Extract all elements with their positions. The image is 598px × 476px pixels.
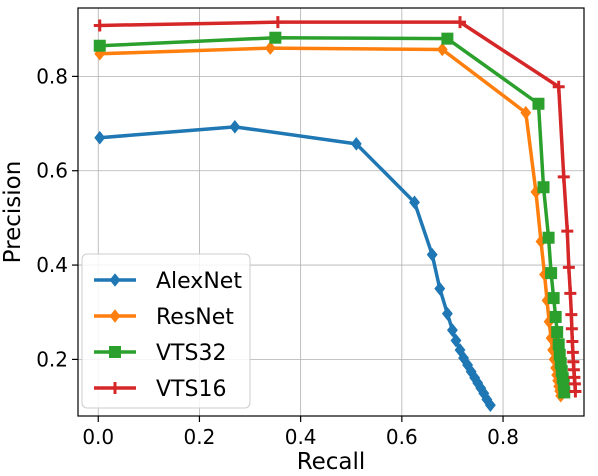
vts16-point bbox=[562, 261, 575, 274]
alexnet-point bbox=[450, 333, 462, 348]
legend-item-resnet: ResNet bbox=[94, 305, 234, 330]
x-tick-label: 0.8 bbox=[487, 425, 519, 449]
x-axis-label: Recall bbox=[297, 449, 366, 475]
vts32-point bbox=[558, 386, 571, 399]
legend-swatch-marker bbox=[109, 273, 121, 287]
legend: AlexNet ResNet VTS32 VTS16 bbox=[81, 253, 251, 409]
legend-box bbox=[81, 253, 251, 409]
alexnet-point bbox=[484, 398, 496, 412]
x-tick-label: 0.0 bbox=[82, 425, 114, 449]
resnet-point bbox=[264, 41, 276, 55]
x-tick-label: 0.2 bbox=[184, 425, 216, 449]
x-tick-label: 0.4 bbox=[285, 425, 317, 449]
vts32-point bbox=[545, 267, 558, 280]
x-tick-label: 0.6 bbox=[386, 425, 418, 449]
alexnet-point bbox=[434, 281, 446, 296]
y-tick-label: 0.6 bbox=[36, 159, 68, 183]
plot-series bbox=[93, 16, 582, 412]
series-alexnet bbox=[94, 120, 496, 412]
resnet-point bbox=[520, 105, 532, 120]
alexnet-point bbox=[426, 247, 438, 262]
legend-swatch-marker bbox=[109, 346, 121, 358]
legend-label: ResNet bbox=[156, 305, 234, 330]
vts16-point bbox=[552, 80, 565, 93]
legend-label: VTS16 bbox=[156, 377, 226, 402]
y-tick-label: 0.4 bbox=[36, 253, 68, 277]
vts16-point bbox=[557, 170, 570, 183]
vts32-point bbox=[542, 231, 555, 244]
legend-label: VTS32 bbox=[156, 341, 226, 366]
y-tick-label: 0.8 bbox=[36, 64, 68, 88]
resnet-point bbox=[436, 42, 448, 57]
vts16-point bbox=[561, 225, 574, 238]
vts32-point bbox=[537, 181, 550, 194]
vts16-point bbox=[454, 16, 467, 29]
vts32-point bbox=[532, 97, 545, 110]
legend-label: AlexNet bbox=[156, 269, 242, 294]
vts16-point bbox=[565, 308, 578, 321]
legend-item-vts16: VTS16 bbox=[94, 377, 226, 402]
alexnet-point bbox=[446, 323, 458, 337]
axis-ticks: 0.0 0.2 0.4 0.6 0.8 0.2 0.4 0.6 0.8 bbox=[36, 64, 519, 449]
y-axis-label: Precision bbox=[0, 161, 26, 264]
vts16-point bbox=[271, 16, 284, 29]
vts32-point bbox=[269, 31, 282, 44]
alexnet-point bbox=[350, 137, 362, 151]
vts32-point bbox=[441, 32, 454, 45]
plot-frame bbox=[77, 7, 585, 417]
series-vts16 bbox=[93, 16, 582, 398]
legend-swatch-marker bbox=[109, 309, 121, 323]
alexnet-point bbox=[94, 130, 106, 145]
alexnet-point bbox=[441, 306, 453, 321]
legend-item-alexnet: AlexNet bbox=[94, 269, 242, 294]
vts16-point bbox=[565, 322, 578, 335]
vts16-point bbox=[564, 287, 577, 300]
vts32-point bbox=[551, 326, 564, 339]
series-vts32 bbox=[93, 31, 571, 399]
vts16-point bbox=[566, 335, 579, 348]
legend-swatch-marker bbox=[109, 382, 121, 394]
vts16-point bbox=[569, 385, 582, 398]
vts16-point bbox=[93, 19, 106, 32]
vts32-point bbox=[93, 39, 106, 52]
legend-item-vts32: VTS32 bbox=[94, 341, 226, 366]
y-tick-label: 0.2 bbox=[36, 347, 68, 371]
vts32-point bbox=[549, 310, 562, 323]
alexnet-point bbox=[409, 195, 420, 210]
vts32-point bbox=[547, 292, 560, 305]
vts32-point bbox=[552, 338, 565, 351]
alexnet-point bbox=[229, 120, 241, 134]
